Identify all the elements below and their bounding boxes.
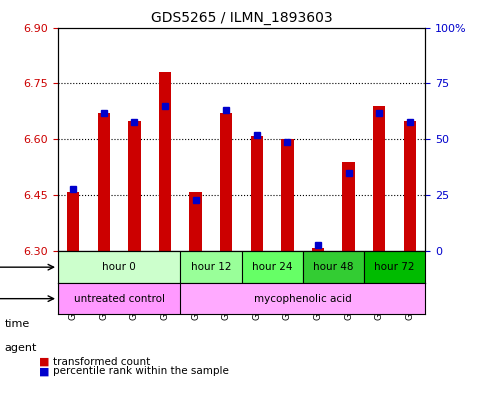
- Bar: [342, 162, 355, 252]
- Text: percentile rank within the sample: percentile rank within the sample: [53, 366, 229, 376]
- Text: ■: ■: [39, 366, 49, 376]
- Title: GDS5265 / ILMN_1893603: GDS5265 / ILMN_1893603: [151, 11, 332, 25]
- Bar: [373, 106, 385, 252]
- Text: agent: agent: [5, 343, 37, 353]
- Bar: [364, 252, 425, 283]
- Bar: [242, 252, 303, 283]
- Bar: [220, 113, 232, 252]
- Bar: [312, 248, 324, 252]
- Bar: [159, 72, 171, 252]
- Bar: [281, 140, 294, 252]
- Text: hour 48: hour 48: [313, 262, 354, 272]
- Bar: [67, 192, 79, 252]
- Bar: [251, 136, 263, 252]
- Text: hour 0: hour 0: [102, 262, 136, 272]
- Text: hour 12: hour 12: [191, 262, 231, 272]
- Bar: [404, 121, 416, 252]
- Text: time: time: [5, 319, 30, 329]
- Bar: [189, 192, 202, 252]
- Text: untreated control: untreated control: [73, 294, 165, 304]
- Bar: [98, 113, 110, 252]
- Text: ■: ■: [39, 356, 49, 367]
- Bar: [180, 283, 425, 314]
- Bar: [303, 252, 364, 283]
- Text: hour 72: hour 72: [374, 262, 415, 272]
- Bar: [58, 252, 180, 283]
- Bar: [128, 121, 141, 252]
- Bar: [58, 283, 180, 314]
- Text: hour 24: hour 24: [252, 262, 292, 272]
- Text: transformed count: transformed count: [53, 356, 150, 367]
- Text: mycophenolic acid: mycophenolic acid: [254, 294, 352, 304]
- Bar: [180, 252, 242, 283]
